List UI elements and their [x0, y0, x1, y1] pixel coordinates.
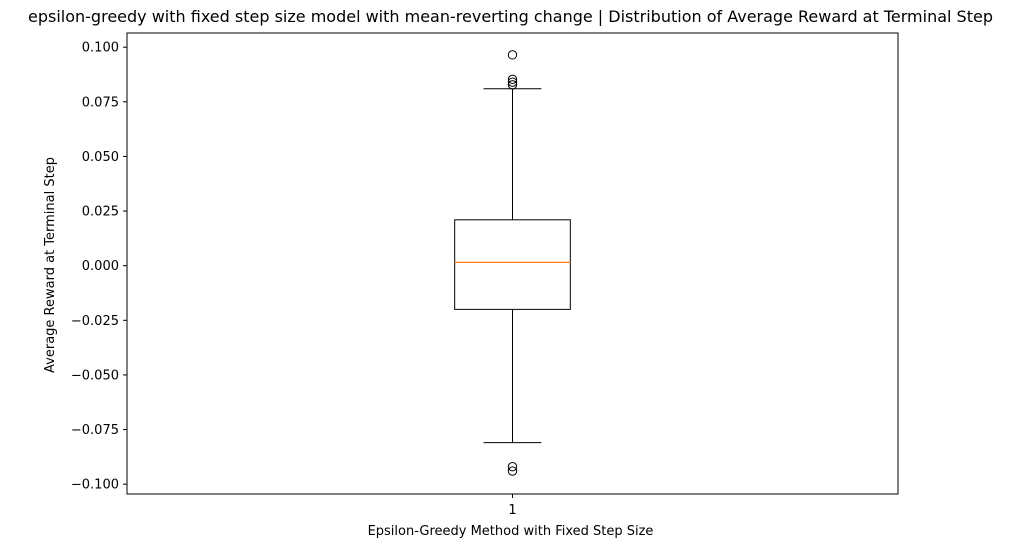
outlier-point: [507, 80, 518, 90]
outlier-point: [507, 74, 518, 85]
y-tick-label: 0.100: [82, 41, 119, 56]
box-1: [454, 50, 571, 476]
y-tick-label: −0.025: [71, 314, 119, 329]
x-axis: 1: [508, 494, 517, 518]
outlier-point: [507, 50, 518, 60]
box-series: [454, 50, 571, 476]
y-tick-label: 0.000: [82, 259, 119, 274]
y-tick-label: −0.100: [71, 478, 119, 493]
y-axis: −0.100 −0.075 −0.050 −0.025 0.000 0.025 0.050 0…: [71, 41, 127, 493]
y-tick-label: −0.075: [71, 423, 119, 438]
y-tick-label: 0.050: [82, 150, 119, 165]
y-tick-label: 0.025: [82, 205, 119, 220]
outlier-point: [507, 461, 518, 472]
y-axis-label: Average Reward at Terminal Step: [43, 157, 58, 373]
x-tick-label: 1: [508, 503, 516, 518]
iqr-box: [454, 219, 571, 310]
outlier-point: [507, 466, 518, 476]
y-tick-label: −0.050: [71, 368, 119, 383]
outlier-point: [507, 77, 518, 87]
y-tick-label: 0.075: [82, 95, 119, 110]
x-axis-label: Epsilon-Greedy Method with Fixed Step Si…: [368, 524, 654, 539]
chart-title: epsilon-greedy with fixed step size mode…: [28, 7, 993, 26]
